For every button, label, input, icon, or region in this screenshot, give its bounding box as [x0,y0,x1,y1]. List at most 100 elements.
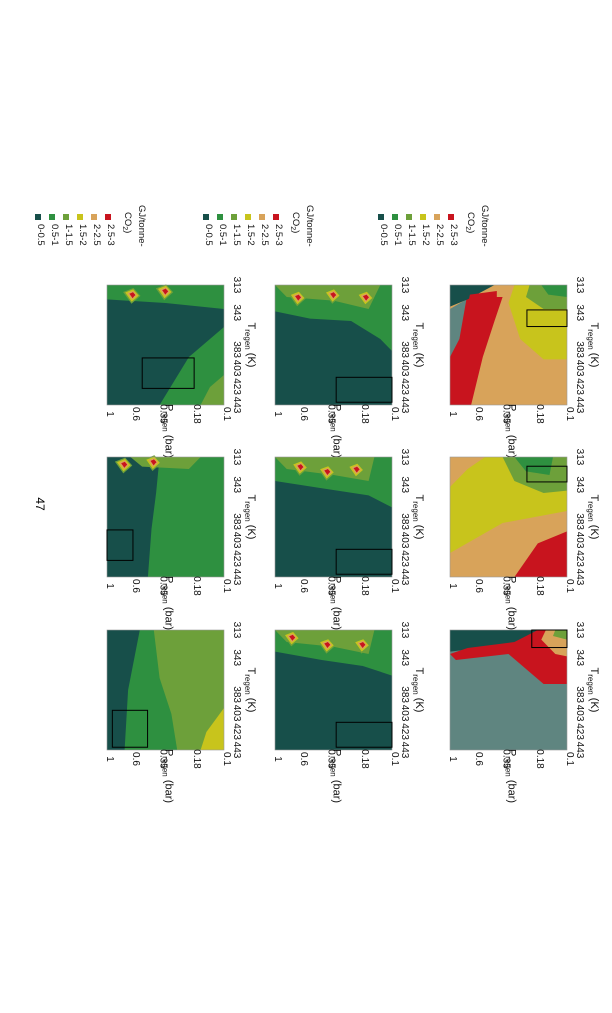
tick-label-t: 443 [231,742,242,759]
tick-label-t: 403 [399,360,410,377]
tick-label-t: 443 [231,569,242,586]
tick-label-t: 443 [399,569,410,586]
axis-label-p: Pregen (bar) [329,576,343,630]
tick-label-t: 423 [231,378,242,395]
tick-label-t: 313 [399,622,410,639]
legend-swatch [245,214,251,220]
tick-label-p: 0.35 [157,576,168,596]
tick-label-p: 0.18 [534,404,545,424]
tick-label-p: 0.1 [221,579,232,593]
legend-swatch [49,214,55,220]
legend-label: 2.5-3 [448,224,459,246]
legend-swatch [406,214,412,220]
legend-label: 2-2.5 [434,224,445,246]
legend-label: 1-1.5 [406,224,417,246]
tick-label-t: 313 [231,277,242,294]
tick-label-p: 0.18 [359,576,370,596]
axis-label-p: Pregen (bar) [504,576,518,630]
tick-label-p: 0.6 [130,752,141,766]
axis-label-p: Pregen (bar) [161,576,175,630]
axis-label-p: Pregen (bar) [329,749,343,803]
legend-title-unit: CO2) [289,212,301,233]
tick-label-t: 313 [574,622,585,639]
tick-label-p: 1 [104,583,115,589]
legend-swatch [392,214,398,220]
axis-label-t: Tregen (K) [243,323,257,368]
contour-peak [290,634,295,641]
tick-label-t: 443 [574,742,585,759]
plot-frame [106,456,225,578]
legend-title: GJ/tonne- [304,205,315,247]
tick-label-t: 423 [231,723,242,740]
plot-frame [274,456,393,578]
tick-label-t: 343 [231,476,242,493]
legend-label: 0.5-1 [49,224,60,246]
axis-label-t: Tregen (K) [411,495,425,540]
tick-label-t: 343 [399,304,410,321]
tick-label-t: 423 [231,550,242,567]
tick-label-t: 313 [231,622,242,639]
plot-frame [449,629,568,751]
axis-label-p: Pregen (bar) [161,749,175,803]
tick-label-t: 383 [574,686,585,703]
contour-peak [151,459,157,466]
contour-peak [325,642,330,648]
contour-peak [364,294,369,301]
legend-label: 1-1.5 [63,224,74,246]
axis-label-t: Tregen (K) [586,668,600,713]
optimum-box [335,721,393,748]
tick-label-p: 0.6 [298,579,309,593]
tick-label-p: 0.18 [191,749,202,769]
tick-label-p: 0.6 [473,752,484,766]
tick-label-p: 0.1 [389,407,400,421]
legend-title: GJ/tonne- [136,205,147,247]
tick-label-p: 0.18 [359,749,370,769]
tick-label-p: 0.35 [157,404,168,424]
optimum-box [526,465,568,483]
tick-label-t: 423 [399,378,410,395]
tick-label-p: 1 [104,756,115,762]
tick-label-p: 0.6 [130,407,141,421]
tick-label-p: 1 [447,756,458,762]
plot-frame [274,629,393,751]
legend-label: 2-2.5 [91,224,102,246]
legend-label: 0.5-1 [392,224,403,246]
tick-label-t: 383 [231,341,242,358]
tick-label-p: 0.35 [157,749,168,769]
tick-label-t: 313 [231,449,242,466]
legend-swatch [420,214,426,220]
plot-frame [106,284,225,406]
tick-label-p: 0.1 [221,752,232,766]
tick-label-t: 313 [574,277,585,294]
tick-label-t: 383 [231,513,242,530]
legend-swatch [217,214,223,220]
optimum-box [531,629,568,649]
tick-label-t: 423 [399,550,410,567]
tick-label-t: 443 [399,397,410,414]
legend-swatch [273,214,279,220]
tick-label-t: 403 [574,532,585,549]
contour-peak [354,466,360,473]
contour-peak [331,292,336,299]
tick-label-t: 403 [231,532,242,549]
tick-label-t: 443 [399,742,410,759]
legend-title: GJ/tonne- [479,205,490,247]
tick-label-t: 423 [399,723,410,740]
legend-swatch [77,214,83,220]
legend-label: 0-0.5 [35,224,46,246]
tick-label-p: 0.6 [298,752,309,766]
tick-label-t: 403 [574,360,585,377]
contour-peak [325,469,330,475]
legend-swatch [91,214,97,220]
tick-label-t: 443 [231,397,242,414]
contour-peak [296,294,301,301]
tick-label-t: 383 [399,341,410,358]
axis-label-t: Tregen (K) [586,495,600,540]
page-number: 47 [33,497,47,511]
legend-swatch [203,214,209,220]
tick-label-p: 0.6 [473,579,484,593]
legend-swatch [378,214,384,220]
